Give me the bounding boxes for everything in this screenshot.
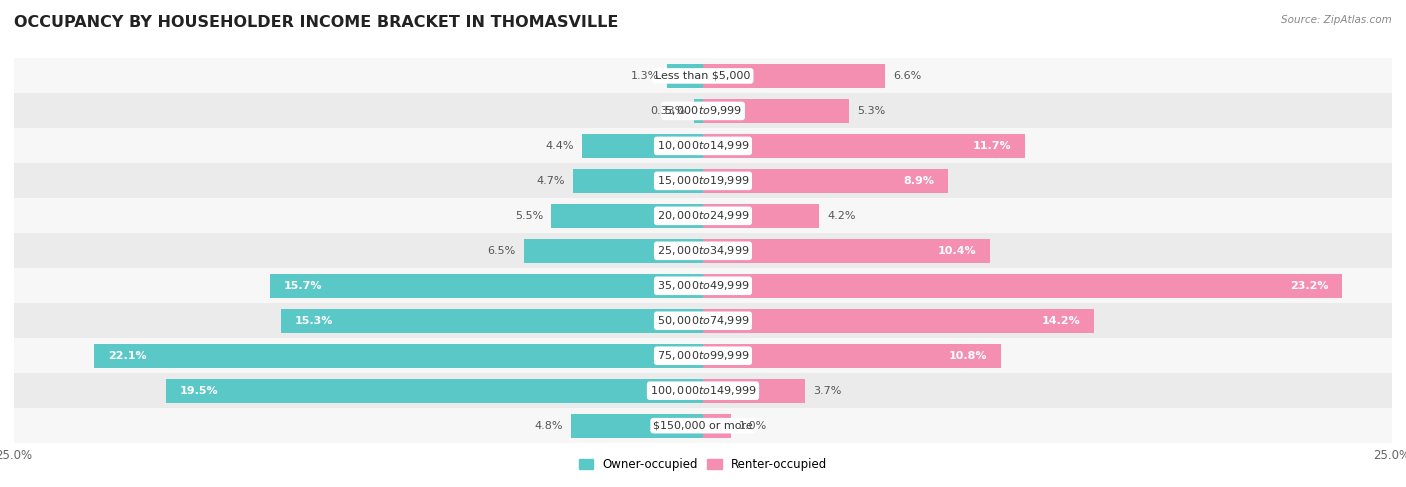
Bar xyxy=(14,129,1392,163)
Text: 23.2%: 23.2% xyxy=(1291,281,1329,291)
Bar xyxy=(551,204,703,228)
Bar xyxy=(703,99,849,123)
Text: $50,000 to $74,999: $50,000 to $74,999 xyxy=(657,314,749,327)
Bar xyxy=(281,309,703,333)
Bar xyxy=(703,414,731,438)
Bar xyxy=(14,233,1392,268)
Bar xyxy=(14,373,1392,408)
Text: Less than $5,000: Less than $5,000 xyxy=(655,71,751,81)
Text: Source: ZipAtlas.com: Source: ZipAtlas.com xyxy=(1281,15,1392,25)
Bar xyxy=(582,134,703,158)
Text: 1.0%: 1.0% xyxy=(738,421,768,431)
Bar xyxy=(703,134,1025,158)
Text: $25,000 to $34,999: $25,000 to $34,999 xyxy=(657,244,749,257)
Bar xyxy=(14,94,1392,129)
Bar xyxy=(14,303,1392,338)
Text: 6.5%: 6.5% xyxy=(488,246,516,256)
Bar xyxy=(14,58,1392,94)
Bar xyxy=(703,239,990,262)
Text: 10.4%: 10.4% xyxy=(938,246,976,256)
Text: 8.9%: 8.9% xyxy=(904,176,935,186)
Bar xyxy=(166,379,703,403)
Text: $5,000 to $9,999: $5,000 to $9,999 xyxy=(664,104,742,117)
Bar xyxy=(14,198,1392,233)
Bar xyxy=(14,338,1392,373)
Text: $10,000 to $14,999: $10,000 to $14,999 xyxy=(657,139,749,152)
Text: $75,000 to $99,999: $75,000 to $99,999 xyxy=(657,349,749,362)
Bar xyxy=(703,64,884,88)
Text: 15.7%: 15.7% xyxy=(284,281,322,291)
Text: 4.8%: 4.8% xyxy=(534,421,562,431)
Text: $35,000 to $49,999: $35,000 to $49,999 xyxy=(657,279,749,292)
Text: 15.3%: 15.3% xyxy=(295,316,333,326)
Bar xyxy=(703,379,806,403)
Text: 4.4%: 4.4% xyxy=(546,141,574,151)
Text: 3.7%: 3.7% xyxy=(813,386,842,396)
Bar xyxy=(14,408,1392,443)
Text: 14.2%: 14.2% xyxy=(1042,316,1081,326)
Bar xyxy=(703,344,1001,368)
Text: $100,000 to $149,999: $100,000 to $149,999 xyxy=(650,384,756,397)
Text: 1.3%: 1.3% xyxy=(631,71,659,81)
Text: $20,000 to $24,999: $20,000 to $24,999 xyxy=(657,209,749,223)
Text: 22.1%: 22.1% xyxy=(108,351,146,361)
Bar xyxy=(94,344,703,368)
Text: 4.7%: 4.7% xyxy=(537,176,565,186)
Legend: Owner-occupied, Renter-occupied: Owner-occupied, Renter-occupied xyxy=(574,453,832,476)
Bar xyxy=(524,239,703,262)
Text: OCCUPANCY BY HOUSEHOLDER INCOME BRACKET IN THOMASVILLE: OCCUPANCY BY HOUSEHOLDER INCOME BRACKET … xyxy=(14,15,619,30)
Bar xyxy=(703,274,1343,298)
Bar xyxy=(574,169,703,193)
Text: 11.7%: 11.7% xyxy=(973,141,1012,151)
Bar xyxy=(668,64,703,88)
Text: 4.2%: 4.2% xyxy=(827,211,855,221)
Bar xyxy=(14,268,1392,303)
Text: $150,000 or more: $150,000 or more xyxy=(654,421,752,431)
Bar xyxy=(695,99,703,123)
Text: $15,000 to $19,999: $15,000 to $19,999 xyxy=(657,174,749,187)
Text: 19.5%: 19.5% xyxy=(180,386,218,396)
Text: 5.3%: 5.3% xyxy=(858,106,886,116)
Bar xyxy=(571,414,703,438)
Bar xyxy=(703,309,1094,333)
Bar xyxy=(703,204,818,228)
Bar xyxy=(14,163,1392,198)
Text: 10.8%: 10.8% xyxy=(948,351,987,361)
Text: 5.5%: 5.5% xyxy=(515,211,543,221)
Text: 0.33%: 0.33% xyxy=(651,106,686,116)
Text: 6.6%: 6.6% xyxy=(893,71,921,81)
Bar xyxy=(270,274,703,298)
Bar xyxy=(703,169,948,193)
